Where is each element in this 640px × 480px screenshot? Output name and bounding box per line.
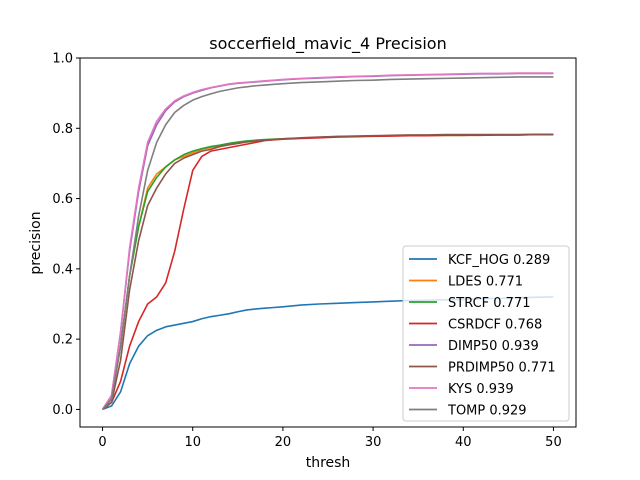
y-tick-label: 1.0 <box>52 52 73 67</box>
legend-frame <box>402 245 570 422</box>
legend-label-6: KYS 0.939 <box>448 382 514 397</box>
x-tick-label: 20 <box>275 435 292 450</box>
series-line-6 <box>101 72 554 410</box>
y-tick-label: 0.6 <box>52 192 73 207</box>
y-tick-label: 0.8 <box>52 122 73 137</box>
legend-label-0: KCF_HOG 0.289 <box>448 253 550 268</box>
series-line-7 <box>101 76 554 410</box>
x-tick-label: 0 <box>98 435 106 450</box>
legend-label-5: PRDIMP50 0.771 <box>448 361 556 376</box>
series-line-5 <box>102 133 554 411</box>
y-tick-label: 0.2 <box>52 333 73 348</box>
legend-label-1: LDES 0.771 <box>448 275 523 290</box>
legend-label-2: STRCF 0.771 <box>448 296 530 311</box>
x-axis-title: thresh <box>306 455 351 471</box>
legend-label-7: TOMP 0.929 <box>447 404 527 419</box>
legend-label-4: DIMP50 0.939 <box>448 339 539 354</box>
x-axis: 0 10 20 30 40 50 <box>98 427 562 450</box>
plot-frame <box>79 57 577 428</box>
x-tick-label: 10 <box>184 435 201 450</box>
x-tick-label: 50 <box>545 435 562 450</box>
y-axis: 0.0 0.2 0.4 0.6 0.8 1.0 <box>52 52 80 418</box>
legend: KCF_HOG 0.289 LDES 0.771 STRCF 0.771 CSRDCF… <box>402 245 570 422</box>
chart-title: soccerfield_mavic_4 Precision <box>209 34 446 54</box>
x-tick-label: 30 <box>365 435 382 450</box>
y-axis-title: precision <box>28 211 44 274</box>
plot-lines <box>101 72 554 411</box>
legend-label-3: CSRDCF 0.768 <box>448 318 542 333</box>
x-tick-label: 40 <box>455 435 472 450</box>
y-tick-label: 0.0 <box>52 403 73 418</box>
y-tick-label: 0.4 <box>52 262 73 277</box>
